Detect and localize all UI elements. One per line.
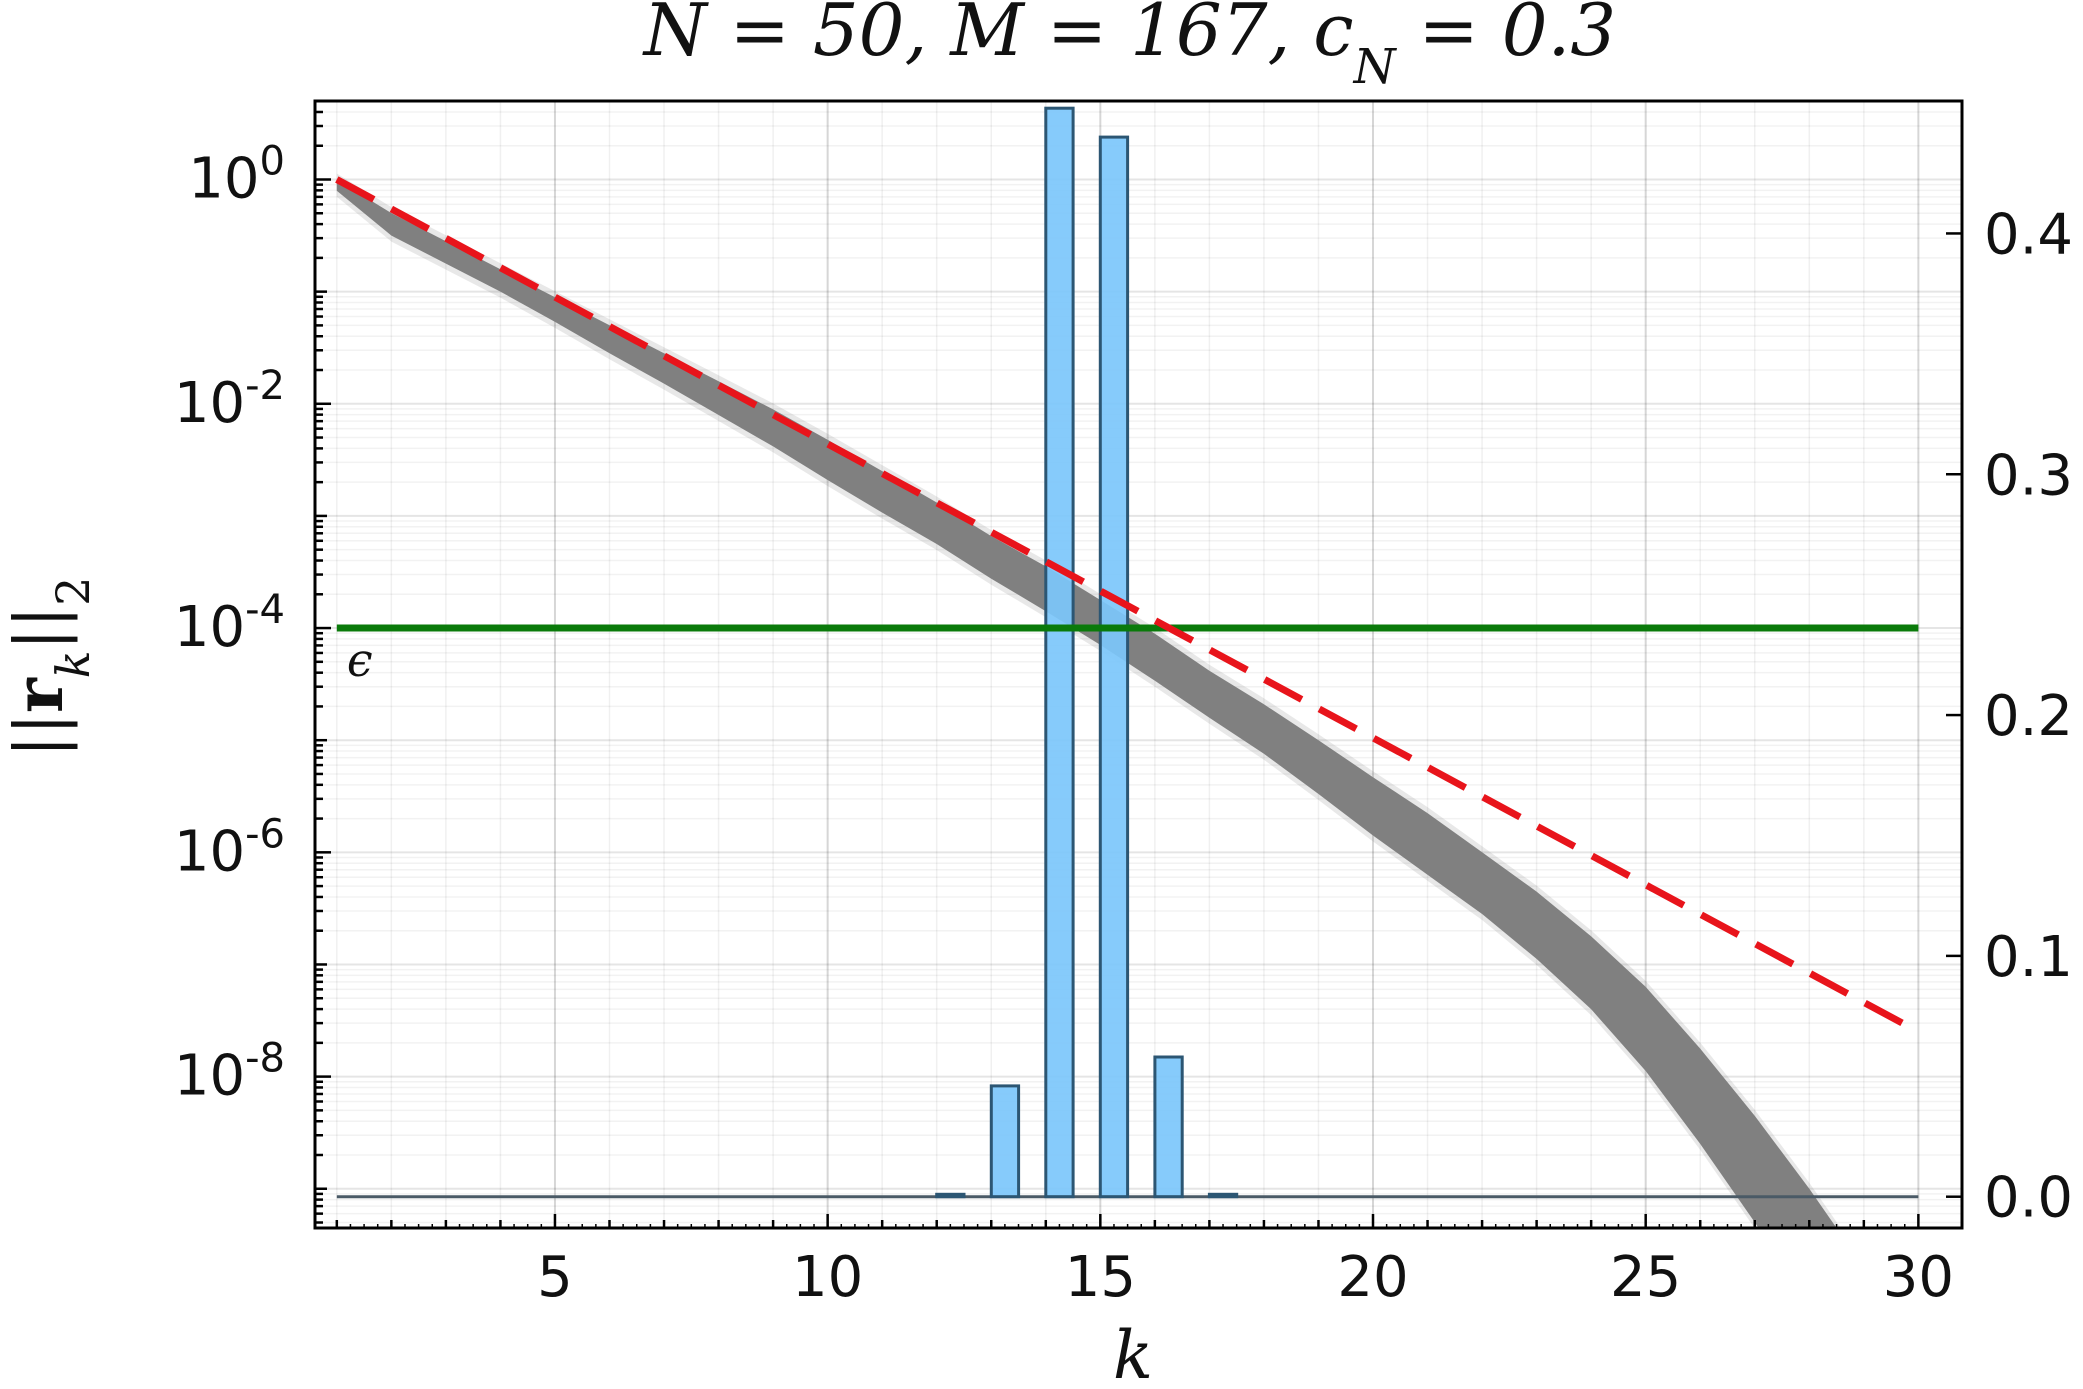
axis-ticks: 5 10 15 20 25 3010010-210-410-610-80.00.10.20… bbox=[174, 99, 2073, 1310]
residual-band-series bbox=[336, 173, 1841, 1228]
histogram-bar bbox=[989, 1084, 1021, 1199]
y-right-tick-label: 0.4 bbox=[1984, 202, 2073, 267]
histogram-bars-series bbox=[336, 106, 1919, 1199]
chart-title: N = 50, M = 167, cN = 0.3 bbox=[642, 0, 1616, 95]
title-subscript: N bbox=[1353, 39, 1398, 95]
title-c-part: = 0.3 bbox=[1396, 0, 1617, 72]
tick-exponent: -4 bbox=[245, 587, 285, 633]
tick-base: 10 bbox=[174, 1044, 245, 1109]
svg-text:||rk||2: ||rk||2 bbox=[0, 577, 100, 758]
x-tick-label: 20 bbox=[1337, 1245, 1408, 1310]
y-left-tick-label: 10-4 bbox=[174, 587, 285, 660]
ylabel-sub-2: 2 bbox=[46, 577, 100, 606]
x-tick-label: 25 bbox=[1610, 1245, 1681, 1310]
tick-base: 10 bbox=[174, 371, 245, 436]
histogram-bar bbox=[1044, 106, 1075, 1199]
epsilon-label: ϵ bbox=[347, 633, 373, 687]
plot-border bbox=[313, 99, 1964, 1230]
histogram-bar bbox=[1153, 1055, 1184, 1199]
major-grid bbox=[315, 101, 1962, 1228]
y-right-tick-label: 0.1 bbox=[1984, 925, 2073, 990]
y-left-tick-label: 100 bbox=[188, 138, 285, 211]
tick-base: 10 bbox=[188, 146, 259, 211]
ylabel-sub-k: k bbox=[46, 650, 100, 678]
y-left-tick-label: 10-2 bbox=[174, 363, 285, 436]
histogram-bar bbox=[1098, 135, 1130, 1199]
reference-lines bbox=[335, 176, 1921, 1035]
histogram-bar bbox=[1207, 1192, 1239, 1199]
plot-frame bbox=[313, 99, 1964, 1230]
tick-base: 10 bbox=[174, 595, 245, 660]
x-tick-label: 5 bbox=[537, 1245, 573, 1310]
y-right-tick-label: 0.0 bbox=[1984, 1166, 2073, 1231]
y-right-tick-label: 0.3 bbox=[1984, 443, 2073, 508]
histogram-bar bbox=[935, 1192, 966, 1199]
tick-exponent: -8 bbox=[245, 1036, 285, 1082]
reference-dashed-line bbox=[335, 176, 1921, 1035]
title-n-part: N = 50, M = 167, c bbox=[642, 0, 1354, 72]
residual-band-area bbox=[336, 179, 1837, 1228]
tick-exponent: -6 bbox=[245, 811, 285, 857]
tick-exponent: -2 bbox=[245, 363, 285, 409]
residual-band-halo bbox=[336, 185, 1833, 1228]
y-axis-label: ||rk||2 bbox=[0, 577, 100, 758]
x-axis-label: k bbox=[1113, 1317, 1153, 1389]
ylabel-r: r bbox=[0, 677, 78, 713]
y-right-tick-label: 0.2 bbox=[1984, 684, 2073, 749]
x-tick-label: 10 bbox=[792, 1245, 863, 1310]
y-left-tick-label: 10-6 bbox=[174, 811, 285, 884]
ylabel-open: || bbox=[1, 713, 78, 757]
x-tick-label: 15 bbox=[1065, 1245, 1136, 1310]
y-left-tick-label: 10-8 bbox=[174, 1036, 285, 1109]
tick-exponent: 0 bbox=[260, 138, 285, 184]
tick-base: 10 bbox=[174, 819, 245, 884]
ylabel-close: || bbox=[1, 606, 78, 650]
x-tick-label: 30 bbox=[1883, 1245, 1954, 1310]
